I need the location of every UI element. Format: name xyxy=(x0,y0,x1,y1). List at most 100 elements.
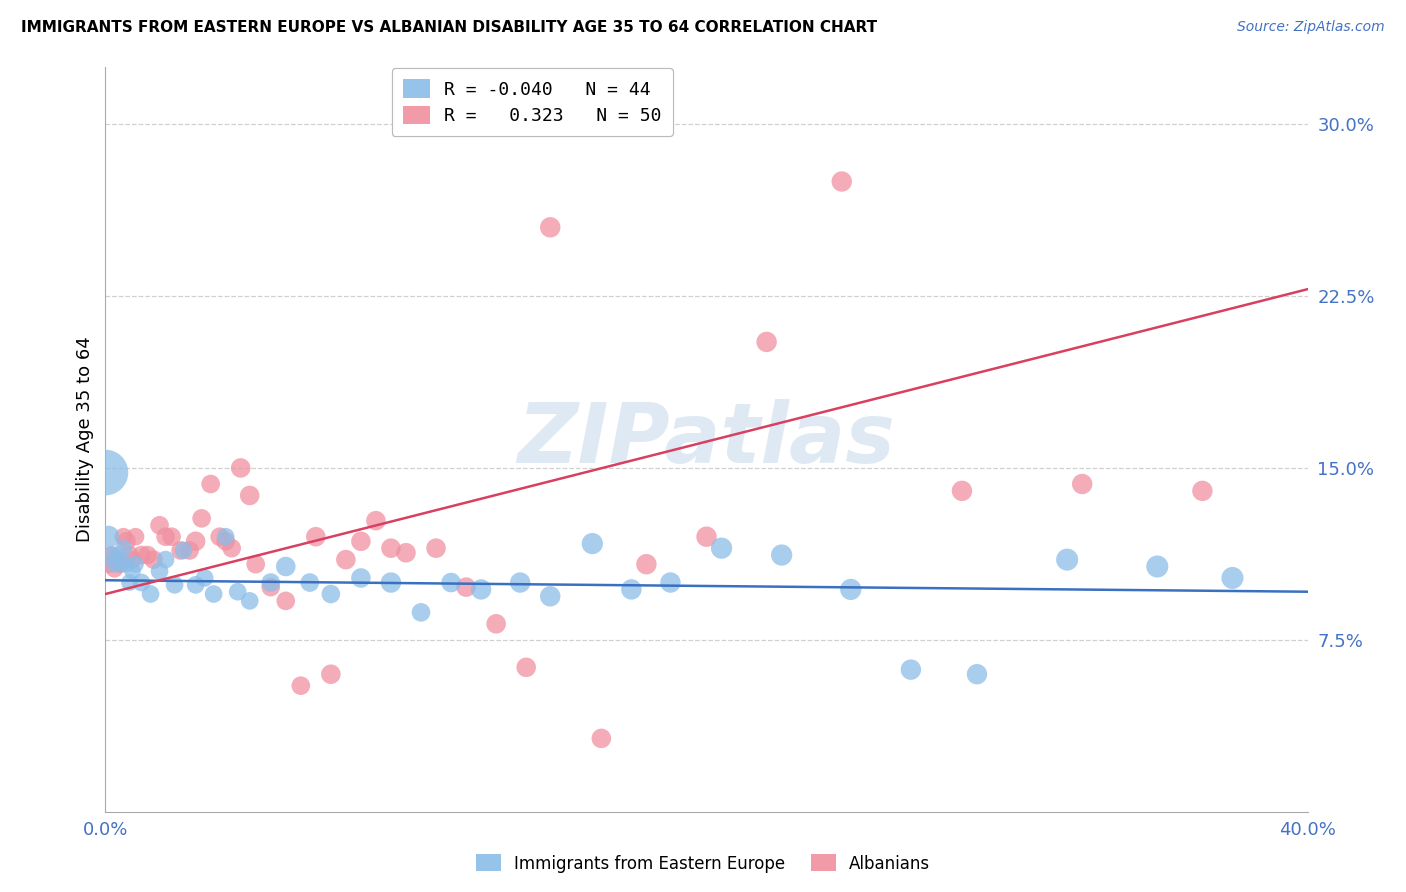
Point xyxy=(179,543,201,558)
Point xyxy=(509,575,531,590)
Point xyxy=(395,546,418,560)
Point xyxy=(100,548,122,562)
Point xyxy=(94,466,117,480)
Point xyxy=(1146,559,1168,574)
Point xyxy=(380,541,402,556)
Point xyxy=(298,575,321,590)
Point xyxy=(364,514,387,528)
Point xyxy=(118,548,141,562)
Point xyxy=(409,605,432,619)
Point xyxy=(118,575,141,590)
Point xyxy=(221,541,243,556)
Point xyxy=(770,548,793,562)
Point xyxy=(142,552,165,566)
Point xyxy=(136,548,159,562)
Text: IMMIGRANTS FROM EASTERN EUROPE VS ALBANIAN DISABILITY AGE 35 TO 64 CORRELATION C: IMMIGRANTS FROM EASTERN EUROPE VS ALBANI… xyxy=(21,20,877,35)
Point xyxy=(1222,571,1244,585)
Point xyxy=(148,564,170,578)
Point xyxy=(470,582,492,597)
Point xyxy=(121,564,143,578)
Point xyxy=(319,667,342,681)
Point xyxy=(110,558,132,572)
Point xyxy=(900,663,922,677)
Point xyxy=(107,552,129,566)
Point xyxy=(260,575,283,590)
Point xyxy=(966,667,988,681)
Point xyxy=(155,530,177,544)
Point xyxy=(214,530,236,544)
Point xyxy=(124,530,146,544)
Point xyxy=(839,582,862,597)
Point xyxy=(184,578,207,592)
Point xyxy=(112,530,135,544)
Point xyxy=(1191,483,1213,498)
Point xyxy=(274,594,297,608)
Point xyxy=(440,575,463,590)
Point xyxy=(380,575,402,590)
Point xyxy=(350,571,373,585)
Point xyxy=(226,584,249,599)
Legend: R = -0.040   N = 44, R =   0.323   N = 50: R = -0.040 N = 44, R = 0.323 N = 50 xyxy=(392,69,672,136)
Point xyxy=(131,548,153,562)
Legend: Immigrants from Eastern Europe, Albanians: Immigrants from Eastern Europe, Albanian… xyxy=(470,847,936,880)
Point xyxy=(239,488,262,502)
Point xyxy=(107,548,129,562)
Point xyxy=(103,558,125,572)
Point xyxy=(1071,477,1094,491)
Point xyxy=(97,530,120,544)
Point xyxy=(350,534,373,549)
Point xyxy=(710,541,733,556)
Point xyxy=(538,220,561,235)
Point xyxy=(239,594,262,608)
Point xyxy=(831,174,853,188)
Point xyxy=(202,587,225,601)
Point xyxy=(425,541,447,556)
Point xyxy=(620,582,643,597)
Point xyxy=(131,575,153,590)
Point xyxy=(636,558,658,572)
Point xyxy=(274,559,297,574)
Point xyxy=(229,461,252,475)
Point xyxy=(173,543,195,558)
Point xyxy=(160,530,183,544)
Point xyxy=(1056,552,1078,566)
Point xyxy=(245,558,267,572)
Point xyxy=(290,679,312,693)
Point xyxy=(454,580,477,594)
Point xyxy=(260,580,283,594)
Point xyxy=(112,541,135,556)
Point xyxy=(194,571,217,585)
Point xyxy=(696,530,718,544)
Point xyxy=(115,558,138,572)
Point xyxy=(103,562,125,576)
Point xyxy=(110,558,132,572)
Point xyxy=(115,534,138,549)
Point xyxy=(335,552,357,566)
Point xyxy=(538,589,561,603)
Point xyxy=(169,543,191,558)
Point xyxy=(190,511,212,525)
Point xyxy=(515,660,537,674)
Point xyxy=(591,731,613,746)
Point xyxy=(755,334,778,349)
Point xyxy=(950,483,973,498)
Y-axis label: Disability Age 35 to 64: Disability Age 35 to 64 xyxy=(76,336,94,542)
Text: Source: ZipAtlas.com: Source: ZipAtlas.com xyxy=(1237,20,1385,34)
Point xyxy=(139,587,162,601)
Point xyxy=(485,616,508,631)
Point xyxy=(148,518,170,533)
Point xyxy=(121,552,143,566)
Point xyxy=(319,587,342,601)
Point xyxy=(305,530,328,544)
Point xyxy=(581,536,603,550)
Point xyxy=(124,558,146,572)
Point xyxy=(659,575,682,590)
Point xyxy=(97,558,120,572)
Text: ZIPatlas: ZIPatlas xyxy=(517,399,896,480)
Point xyxy=(163,578,186,592)
Point xyxy=(100,548,122,562)
Point xyxy=(200,477,222,491)
Point xyxy=(214,534,236,549)
Point xyxy=(208,530,231,544)
Point xyxy=(184,534,207,549)
